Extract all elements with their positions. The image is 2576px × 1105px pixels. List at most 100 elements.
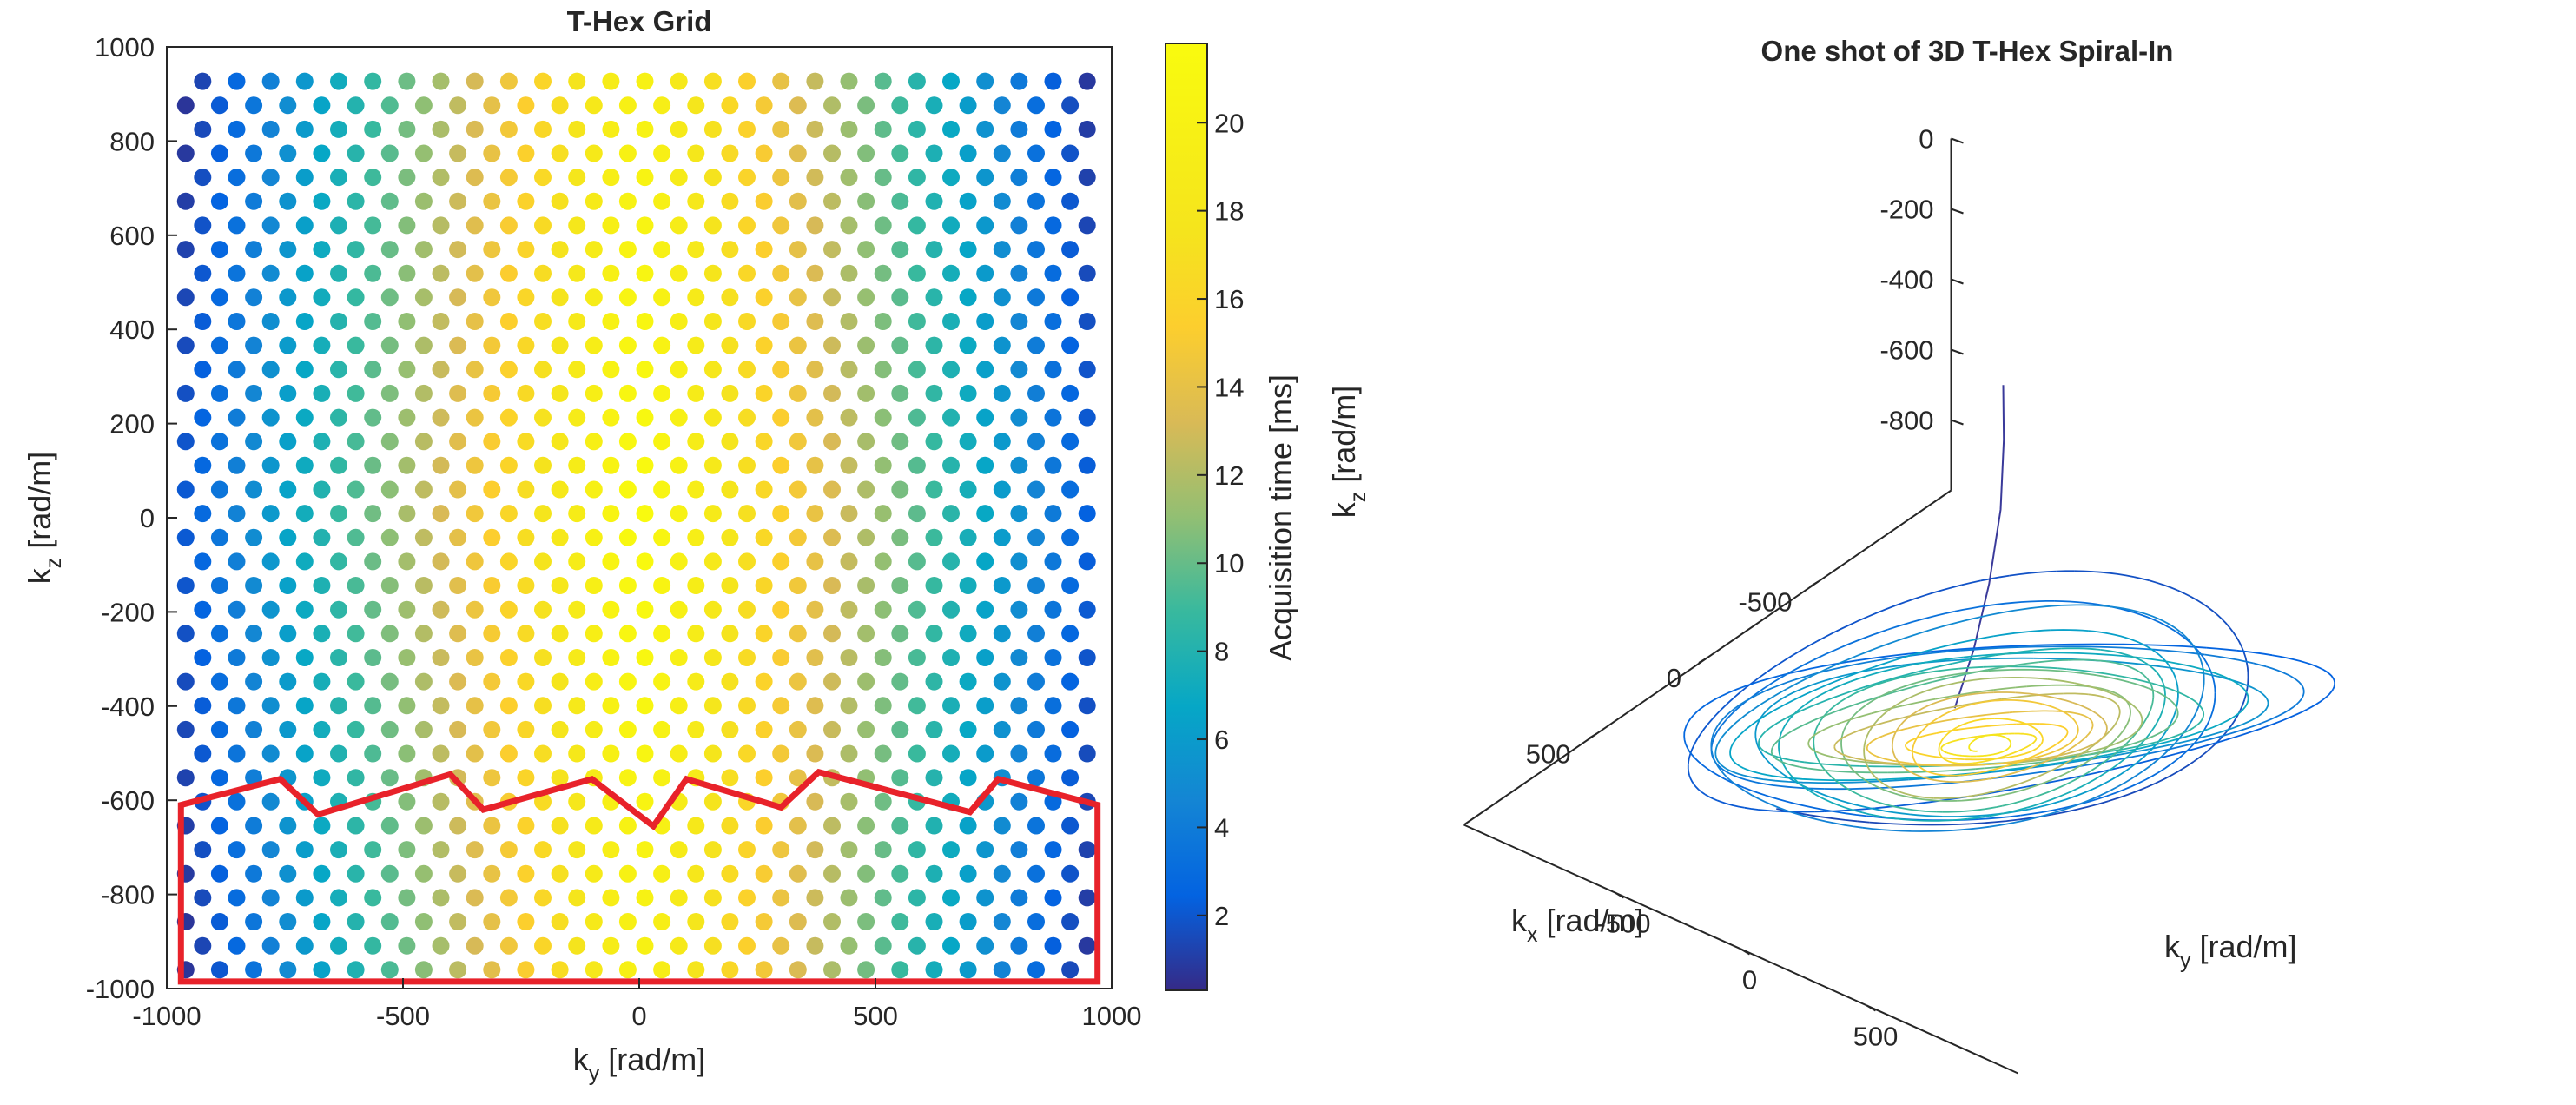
grid-point — [755, 384, 773, 402]
spiral-segment — [2078, 755, 2097, 768]
grid-point — [891, 913, 909, 930]
spiral-segment — [2197, 650, 2209, 667]
grid-point — [687, 528, 705, 546]
grid-point — [295, 120, 314, 138]
spiral-segment — [2155, 760, 2195, 784]
spiral-segment — [2295, 711, 2302, 716]
spiral-segment — [1912, 743, 1915, 746]
grid-point — [755, 528, 773, 546]
spiral-segment — [2289, 675, 2305, 708]
grid-point — [466, 889, 484, 907]
grid-point — [908, 408, 926, 427]
grid-point — [908, 313, 926, 330]
grid-point — [279, 961, 297, 979]
spiral-segment — [1964, 689, 1994, 695]
grid-point — [891, 961, 909, 979]
grid-point — [925, 961, 943, 979]
spiral-segment — [1837, 707, 1845, 711]
spiral-segment — [2042, 703, 2058, 711]
grid-point — [414, 720, 433, 738]
grid-point — [499, 169, 518, 187]
spiral-segment — [2093, 659, 2108, 663]
spiral-segment — [2031, 787, 2059, 799]
grid-point — [993, 528, 1011, 546]
grid-point — [874, 216, 892, 235]
grid-point — [517, 625, 535, 643]
grid-point — [347, 336, 365, 354]
grid-point — [1027, 961, 1045, 979]
spiral-segment — [2137, 725, 2208, 784]
grid-point — [398, 456, 416, 474]
spiral-segment — [2173, 718, 2177, 724]
spiral-segment — [2140, 737, 2151, 742]
grid-point — [959, 672, 977, 691]
spiral-segment — [2078, 704, 2097, 714]
spiral-segment — [2265, 665, 2291, 677]
grid-point — [517, 192, 535, 210]
spiral-segment — [2107, 737, 2130, 748]
grid-point — [636, 936, 654, 955]
spiral-segment — [1688, 741, 1697, 758]
grid-point — [755, 817, 773, 835]
spiral-segment — [1938, 718, 1959, 723]
grid-point — [210, 144, 228, 162]
spiral-segment — [1729, 731, 1744, 763]
spiral-segment — [2185, 687, 2204, 731]
spiral-segment — [1819, 751, 1831, 758]
grid-point — [874, 552, 892, 571]
grid-point — [857, 480, 875, 499]
grid-point — [959, 144, 977, 162]
grid-point — [636, 264, 654, 282]
grid-point — [228, 505, 246, 523]
grid-point — [993, 913, 1011, 930]
spiral-segment — [1758, 731, 1767, 741]
spiral-segment — [2267, 714, 2296, 727]
grid-point — [466, 841, 484, 859]
spiral-segment — [2044, 798, 2052, 804]
grid-point — [618, 817, 637, 835]
grid-point — [687, 384, 705, 402]
grid-point — [789, 913, 807, 930]
spiral-ylabel-k: k — [2164, 929, 2181, 964]
grid-point — [261, 456, 280, 474]
grid-point — [1061, 577, 1080, 594]
grid-point — [806, 936, 824, 955]
grid-point — [1027, 528, 1045, 546]
grid-point — [313, 672, 331, 691]
grid-point — [993, 577, 1011, 594]
grid-point — [636, 889, 654, 907]
grid-point — [789, 241, 807, 259]
grid-point — [738, 600, 756, 619]
grid-point — [295, 697, 314, 715]
spiral-segment — [1778, 729, 1784, 758]
grid-point — [959, 384, 977, 402]
grid-point — [721, 769, 739, 787]
spiral-segment — [1910, 750, 1945, 759]
grid-point — [279, 288, 297, 307]
spiral-segment — [1886, 675, 1907, 683]
grid-point — [194, 408, 212, 427]
colorbar-tick-label: 6 — [1214, 725, 1229, 755]
spiral-segment — [2174, 739, 2226, 755]
grid-point — [789, 817, 807, 835]
spiral-segment — [1843, 699, 1867, 710]
spiral-segment — [2077, 734, 2089, 744]
grid-point — [653, 577, 671, 594]
grid-point — [1078, 600, 1096, 619]
grid-point — [414, 577, 433, 594]
spiral-segment — [2108, 786, 2148, 803]
grid-point — [618, 144, 637, 162]
spiral-segment — [1813, 721, 1820, 744]
grid-point — [874, 120, 892, 138]
spiral-segment — [1683, 739, 1745, 789]
grid-point — [330, 264, 347, 282]
spiral-segment — [1710, 718, 1723, 747]
grid-point — [823, 384, 841, 402]
grid-point — [313, 913, 331, 930]
spiral-segment — [2196, 702, 2204, 711]
grid-point — [755, 913, 773, 930]
spiral-segment — [2106, 689, 2110, 691]
grid-point — [364, 744, 382, 763]
spiral-segment — [2018, 756, 2051, 763]
spiral-segment — [2088, 717, 2094, 724]
